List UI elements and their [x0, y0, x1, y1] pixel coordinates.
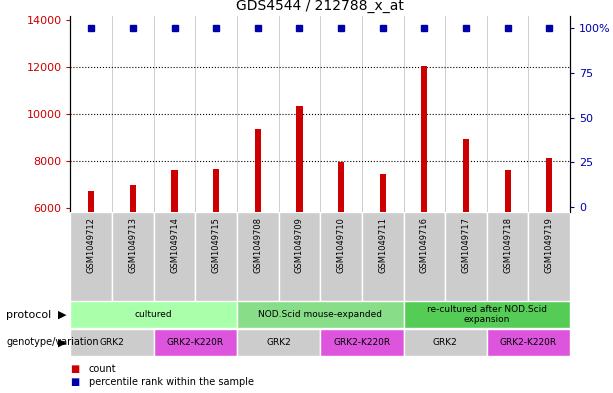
Bar	[88, 191, 94, 348]
Bar	[403, 329, 487, 356]
Bar	[320, 329, 403, 356]
Text: GRK2: GRK2	[266, 338, 291, 347]
Text: ■: ■	[70, 376, 80, 387]
Bar	[487, 329, 570, 356]
Bar	[528, 212, 570, 301]
Bar	[154, 212, 196, 301]
Text: GSM1049715: GSM1049715	[211, 217, 221, 272]
Bar	[70, 301, 237, 328]
Text: GSM1049712: GSM1049712	[87, 217, 96, 272]
Text: GSM1049709: GSM1049709	[295, 217, 304, 272]
Text: GRK2-K220R: GRK2-K220R	[500, 338, 557, 347]
Text: GSM1049714: GSM1049714	[170, 217, 179, 272]
Bar	[296, 106, 303, 348]
Text: protocol: protocol	[6, 310, 51, 320]
Text: count: count	[89, 364, 116, 374]
Bar	[172, 170, 178, 348]
Text: GSM1049717: GSM1049717	[462, 217, 471, 273]
Text: GSM1049710: GSM1049710	[337, 217, 346, 272]
Title: GDS4544 / 212788_x_at: GDS4544 / 212788_x_at	[237, 0, 404, 13]
Text: GRK2-K220R: GRK2-K220R	[333, 338, 390, 347]
Bar	[213, 169, 219, 348]
Bar	[421, 66, 427, 348]
Bar	[320, 212, 362, 301]
Bar	[403, 212, 445, 301]
Text: ▶: ▶	[58, 310, 66, 320]
Bar	[546, 158, 552, 348]
Bar	[338, 162, 345, 348]
Text: ▶: ▶	[58, 337, 66, 347]
Bar	[237, 329, 320, 356]
Bar	[362, 212, 403, 301]
Bar	[112, 212, 154, 301]
Text: NOD.Scid mouse-expanded: NOD.Scid mouse-expanded	[258, 310, 383, 319]
Text: re-cultured after NOD.Scid
expansion: re-cultured after NOD.Scid expansion	[427, 305, 547, 325]
Text: genotype/variation: genotype/variation	[6, 337, 99, 347]
Text: GRK2-K220R: GRK2-K220R	[167, 338, 224, 347]
Bar	[130, 185, 136, 348]
Bar	[379, 174, 386, 348]
Text: GRK2: GRK2	[100, 338, 124, 347]
Text: GSM1049708: GSM1049708	[253, 217, 262, 273]
Bar	[154, 329, 237, 356]
Text: percentile rank within the sample: percentile rank within the sample	[89, 376, 254, 387]
Text: GRK2: GRK2	[433, 338, 457, 347]
Bar	[237, 301, 403, 328]
Bar	[487, 212, 528, 301]
Bar	[237, 212, 279, 301]
Bar	[445, 212, 487, 301]
Bar	[403, 301, 570, 328]
Text: GSM1049718: GSM1049718	[503, 217, 512, 273]
Text: GSM1049713: GSM1049713	[129, 217, 137, 273]
Bar	[196, 212, 237, 301]
Text: GSM1049716: GSM1049716	[420, 217, 429, 273]
Bar	[279, 212, 321, 301]
Text: GSM1049719: GSM1049719	[545, 217, 554, 272]
Text: cultured: cultured	[135, 310, 173, 319]
Text: ■: ■	[70, 364, 80, 374]
Bar	[463, 139, 469, 348]
Bar	[70, 212, 112, 301]
Bar	[255, 129, 261, 348]
Text: GSM1049711: GSM1049711	[378, 217, 387, 272]
Bar	[504, 170, 511, 348]
Bar	[70, 329, 154, 356]
